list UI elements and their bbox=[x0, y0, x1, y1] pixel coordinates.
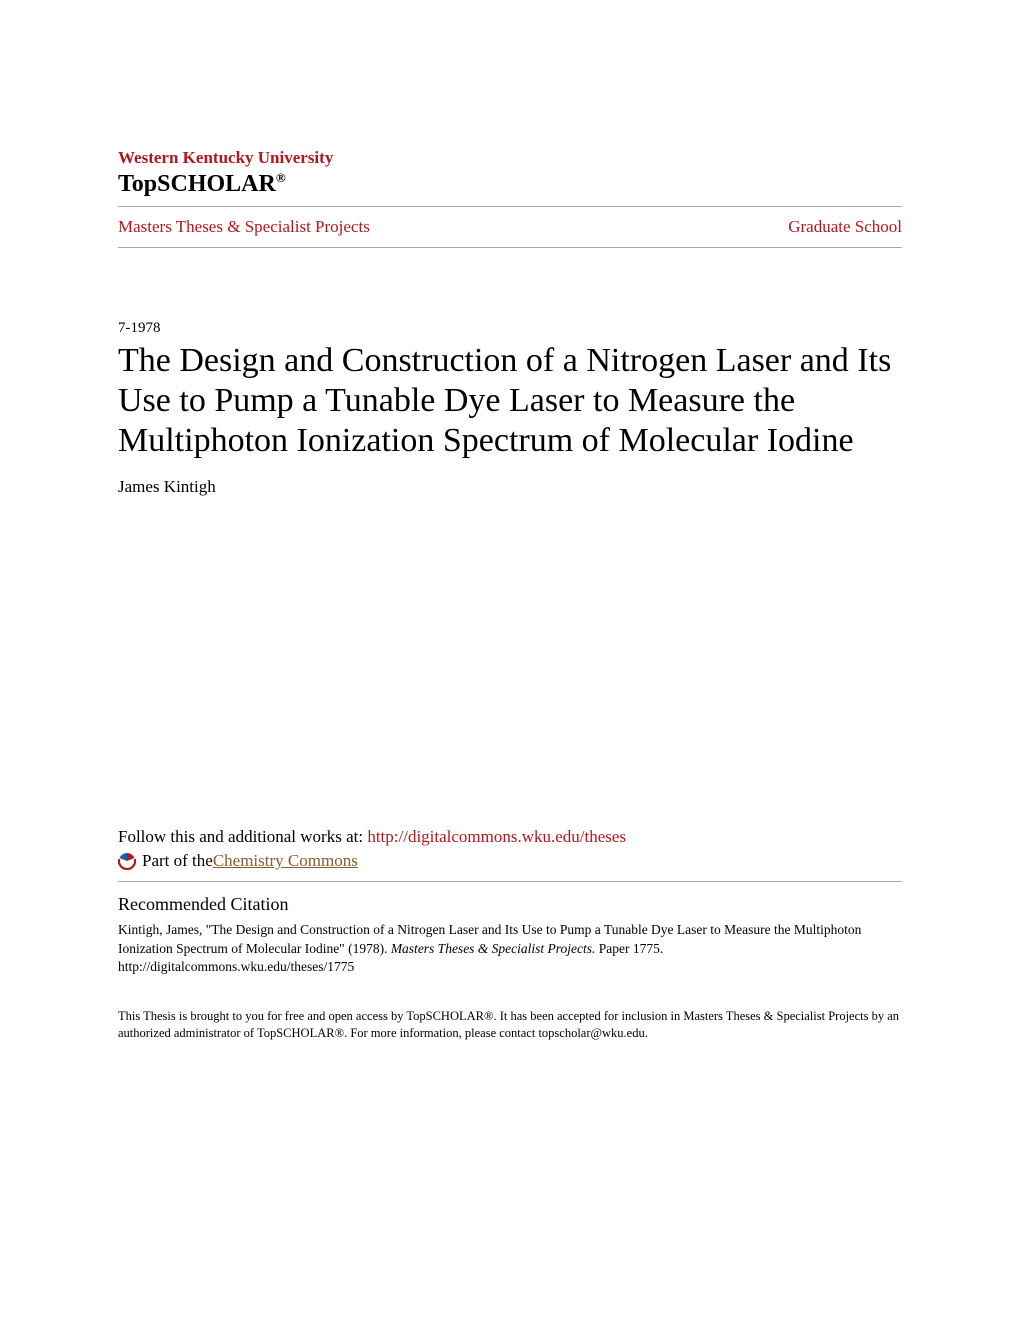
breadcrumb-nav: Masters Theses & Specialist Projects Gra… bbox=[118, 217, 902, 248]
chemistry-commons-link[interactable]: Chemistry Commons bbox=[213, 851, 358, 871]
follow-url-link[interactable]: http://digitalcommons.wku.edu/theses bbox=[367, 827, 626, 846]
citation-part2: Paper 1775. bbox=[595, 941, 663, 956]
footer-access-text: This Thesis is brought to you for free a… bbox=[118, 1008, 902, 1042]
document-title: The Design and Construction of a Nitroge… bbox=[118, 341, 902, 461]
network-commons-row: Part of the Chemistry Commons bbox=[118, 851, 902, 882]
registered-symbol: ® bbox=[276, 170, 286, 185]
citation-italic: Masters Theses & Specialist Projects. bbox=[391, 941, 596, 956]
site-name-text: TopSCHOLAR bbox=[118, 171, 276, 197]
follow-prefix: Follow this and additional works at: bbox=[118, 827, 367, 846]
publication-date: 7-1978 bbox=[118, 320, 902, 337]
citation-text: Kintigh, James, "The Design and Construc… bbox=[118, 921, 902, 976]
university-name: Western Kentucky University bbox=[118, 148, 902, 168]
citation-heading: Recommended Citation bbox=[118, 894, 902, 915]
follow-works-line: Follow this and additional works at: htt… bbox=[118, 827, 902, 847]
citation-url: http://digitalcommons.wku.edu/theses/177… bbox=[118, 959, 354, 974]
network-prefix: Part of the bbox=[142, 851, 213, 871]
network-icon bbox=[118, 852, 136, 870]
graduate-school-link[interactable]: Graduate School bbox=[788, 217, 902, 237]
site-name[interactable]: TopSCHOLAR® bbox=[118, 170, 902, 207]
author-name: James Kintigh bbox=[118, 477, 902, 497]
collection-link[interactable]: Masters Theses & Specialist Projects bbox=[118, 217, 370, 237]
